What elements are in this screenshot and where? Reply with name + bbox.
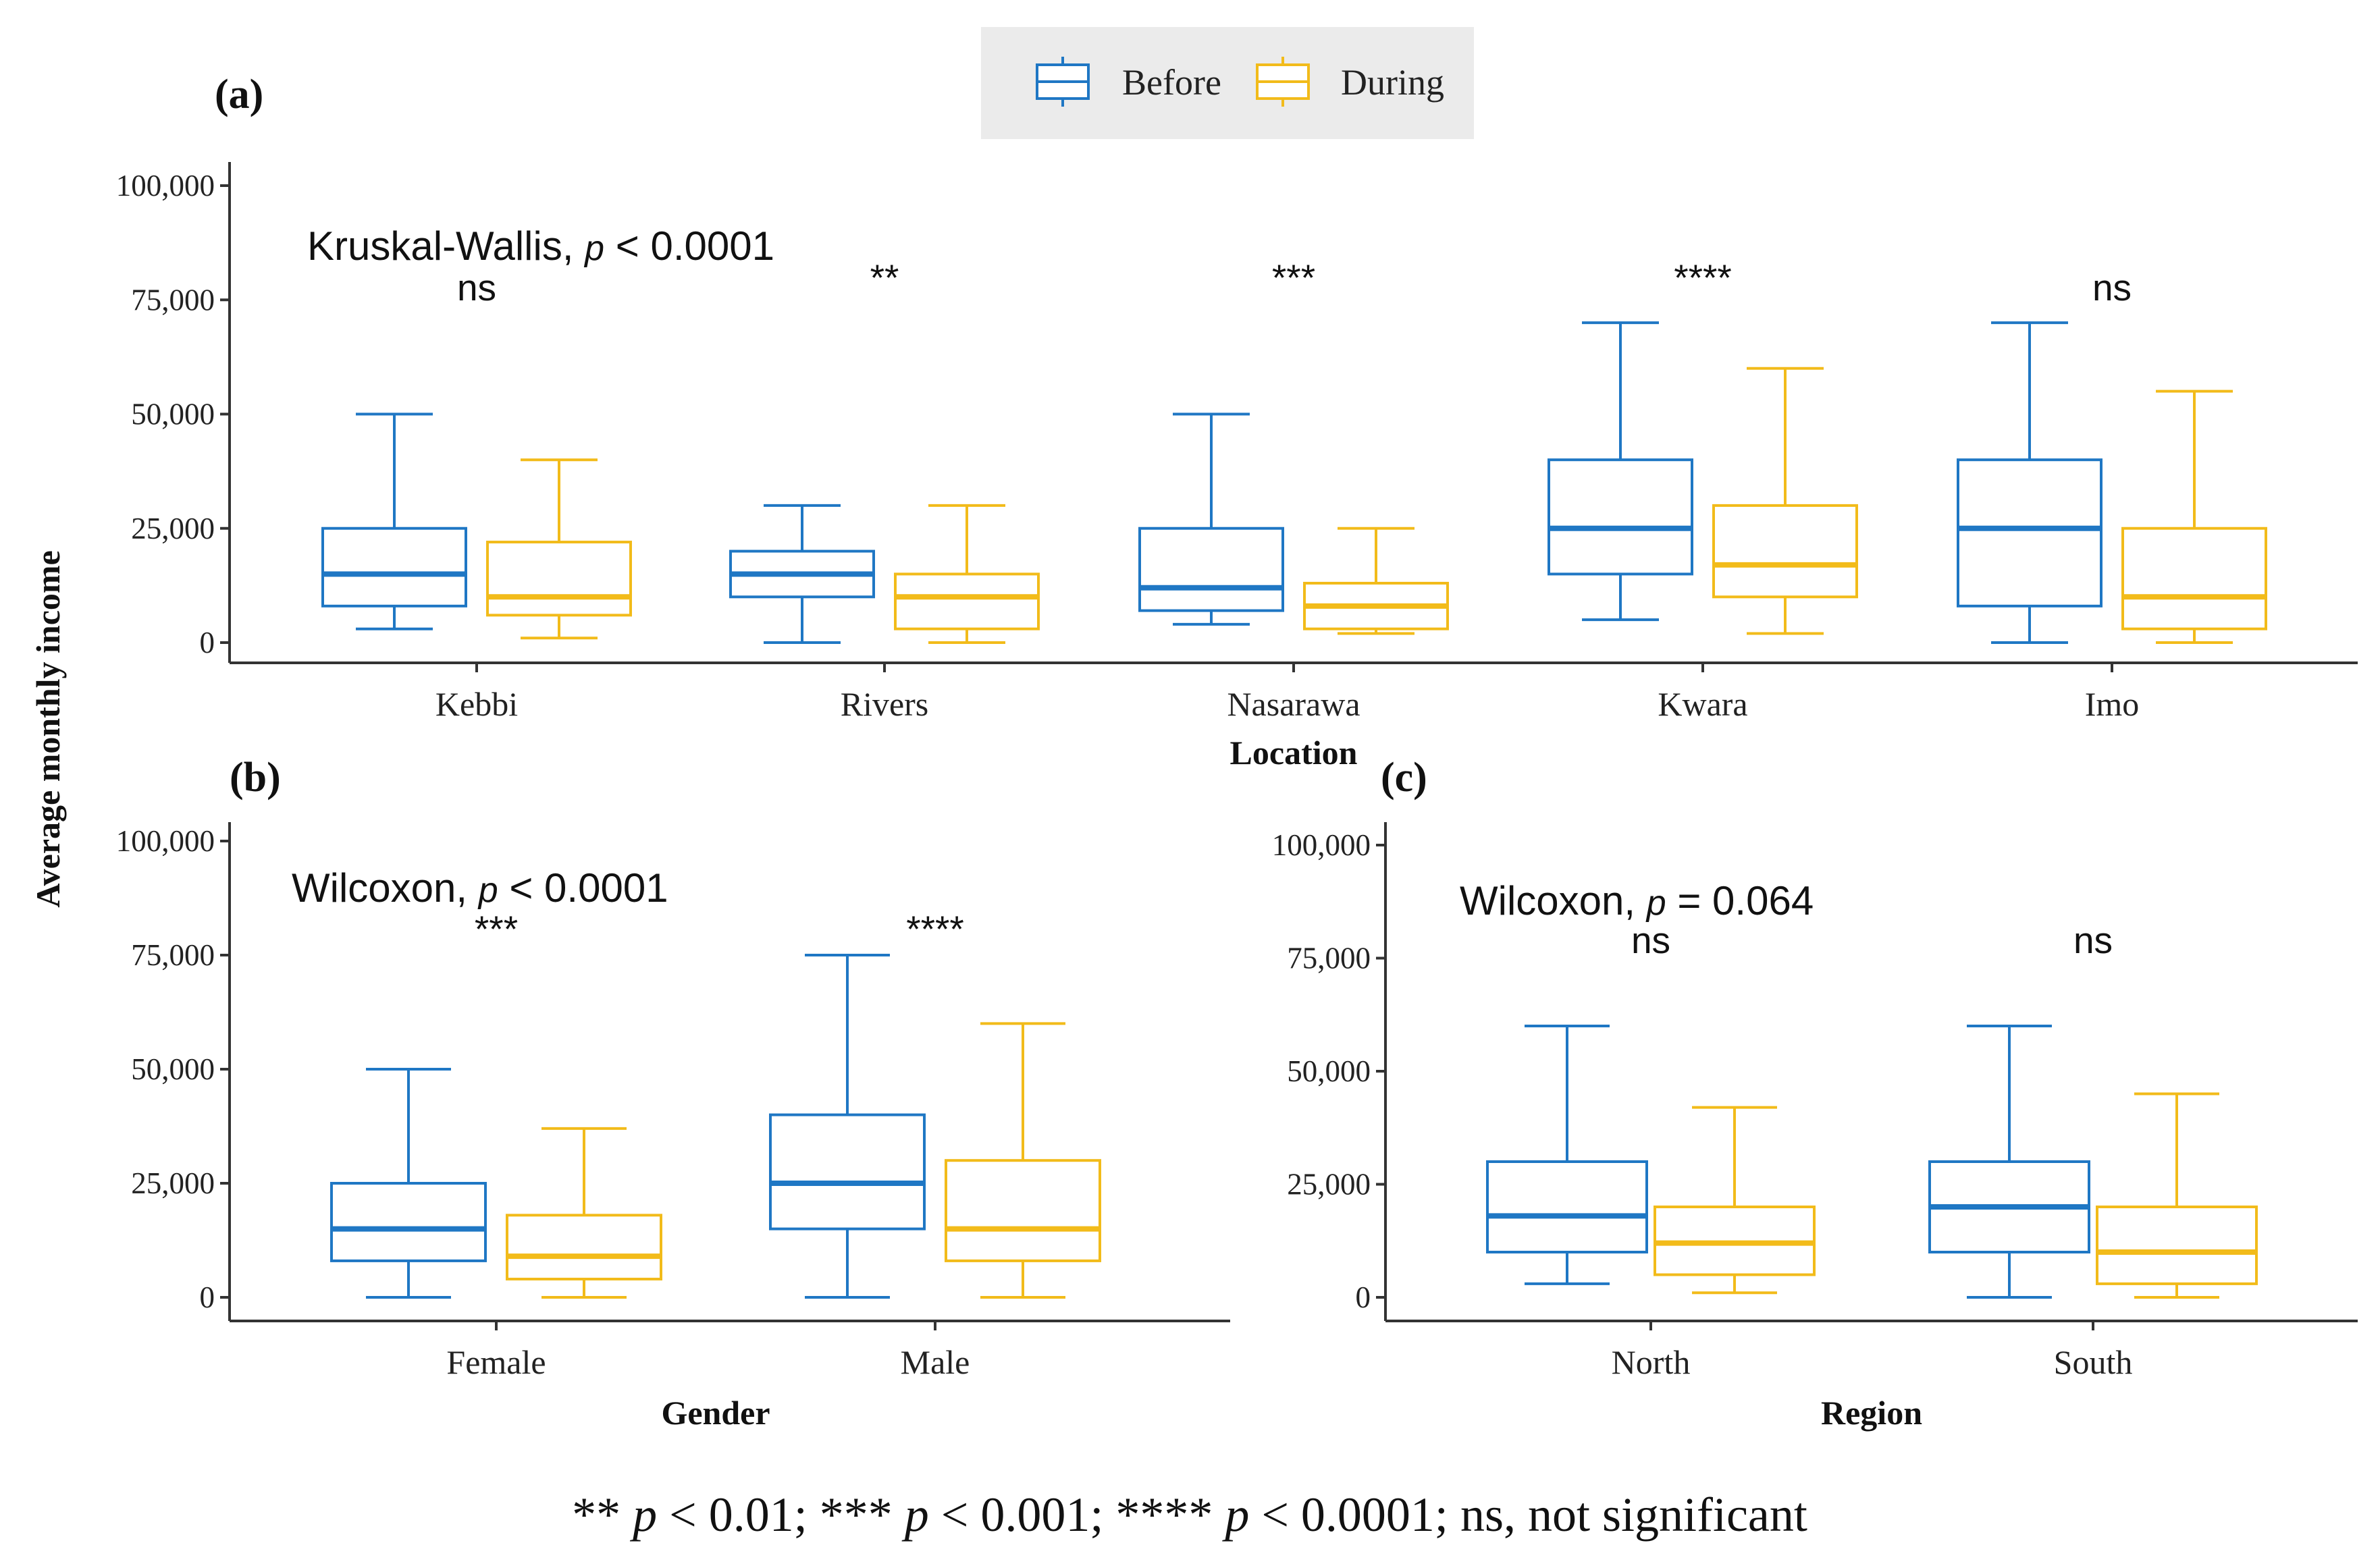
x-axis-title: Region <box>1821 1394 1922 1432</box>
significance-label: ** <box>870 256 899 298</box>
x-tick-label: Kwara <box>1658 685 1747 723</box>
box-iqr <box>1548 458 1693 576</box>
box-before <box>330 1068 487 1299</box>
panel-label: (c) <box>1381 755 1427 801</box>
box-during <box>506 1127 662 1299</box>
legend-label-during: During <box>1341 62 1444 103</box>
panel-c: (c) 0 25,000 50,000 75,000 100,000 North ns Sout… <box>1272 755 2358 1432</box>
significance-label: ns <box>2073 919 2113 961</box>
test-annotation: Kruskal-Wallis, p < 0.0001 <box>307 223 774 269</box>
y-tick-label: 100,000 <box>116 169 215 202</box>
box-during <box>486 458 632 640</box>
y-tick-label: 0 <box>1356 1280 1371 1314</box>
significance-label: *** <box>475 908 518 950</box>
y-tick-label: 25,000 <box>1287 1168 1371 1201</box>
y-tick-label: 75,000 <box>131 283 215 317</box>
y-tick-label: 25,000 <box>131 512 215 545</box>
y-tick-label: 100,000 <box>116 824 215 858</box>
box-iqr <box>894 572 1040 630</box>
box-iqr <box>330 1182 487 1262</box>
box-before <box>769 954 926 1299</box>
y-tick-label: 50,000 <box>131 398 215 431</box>
significance-label: **** <box>1674 256 1732 298</box>
box-before <box>1957 321 2103 644</box>
box-during <box>2096 1092 2258 1299</box>
significance-label: ns <box>2092 267 2132 308</box>
box-iqr <box>321 526 467 607</box>
y-tick-label: 50,000 <box>131 1052 215 1086</box>
box-iqr <box>486 541 632 617</box>
panel-label: (b) <box>230 755 281 801</box>
y-tick-label: 0 <box>200 626 215 659</box>
test-annotation: Wilcoxon, p = 0.064 <box>1460 878 1814 923</box>
box-before <box>1486 1025 1648 1285</box>
y-tick-label: 25,000 <box>131 1166 215 1200</box>
box-before <box>1928 1025 2090 1299</box>
y-tick-label: 75,000 <box>131 938 215 972</box>
box-during <box>1303 526 1449 635</box>
significance-label: *** <box>1272 256 1315 298</box>
panel-a: (a) 0 25,000 50,000 75,000 100,000 Kebbi ns Rive… <box>116 72 2358 772</box>
box-iqr <box>2121 526 2267 630</box>
y-tick-label: 0 <box>200 1280 215 1314</box>
x-tick-label: Kebbi <box>435 685 518 723</box>
x-tick-label: Female <box>446 1343 546 1381</box>
box-before <box>729 504 875 644</box>
box-before <box>1138 412 1284 626</box>
legend-label-before: Before <box>1122 62 1221 103</box>
y-tick-label: 100,000 <box>1272 828 1371 862</box>
box-iqr <box>1486 1160 1648 1253</box>
box-iqr <box>506 1214 662 1280</box>
test-annotation: Wilcoxon, p < 0.0001 <box>292 865 668 911</box>
x-tick-label: South <box>2054 1343 2133 1381</box>
box-during <box>1654 1106 1816 1295</box>
legend-key-before <box>1036 57 1090 107</box>
x-tick-label: Imo <box>2085 685 2140 723</box>
panel-label: (a) <box>215 72 263 117</box>
box-during <box>1712 367 1858 635</box>
box-iqr <box>945 1159 1101 1262</box>
x-axis-title: Location <box>1230 734 1358 772</box>
significance-label: ns <box>457 267 496 308</box>
x-axis-title: Gender <box>661 1394 770 1432</box>
y-tick-label: 75,000 <box>1287 942 1371 975</box>
box-iqr <box>1712 504 1858 599</box>
x-tick-label: Male <box>901 1343 970 1381</box>
y-tick-label: 50,000 <box>1287 1054 1371 1088</box>
box-during <box>2121 389 2267 644</box>
footnote: ** p < 0.01; *** p < 0.001; **** p < 0.0… <box>572 1488 1807 1542</box>
significance-label: ns <box>1631 919 1670 961</box>
x-tick-label: Rivers <box>841 685 929 723</box>
legend-key-during <box>1256 57 1310 107</box>
box-before <box>321 412 467 630</box>
significance-label: **** <box>906 908 964 950</box>
box-during <box>945 1022 1101 1299</box>
box-before <box>1548 321 1693 622</box>
box-iqr <box>1138 526 1284 612</box>
panel-b: (b) 0 25,000 50,000 75,000 100,000 Female *** Ma… <box>116 755 1230 1432</box>
legend: Before During <box>981 27 1474 139</box>
box-iqr <box>769 1113 926 1231</box>
box-iqr <box>2096 1206 2258 1285</box>
x-tick-label: North <box>1612 1343 1691 1381</box>
y-axis-title: Average monthly income <box>29 550 67 908</box>
box-iqr <box>1957 458 2103 607</box>
x-tick-label: Nasarawa <box>1227 685 1360 723</box>
box-during <box>894 504 1040 644</box>
